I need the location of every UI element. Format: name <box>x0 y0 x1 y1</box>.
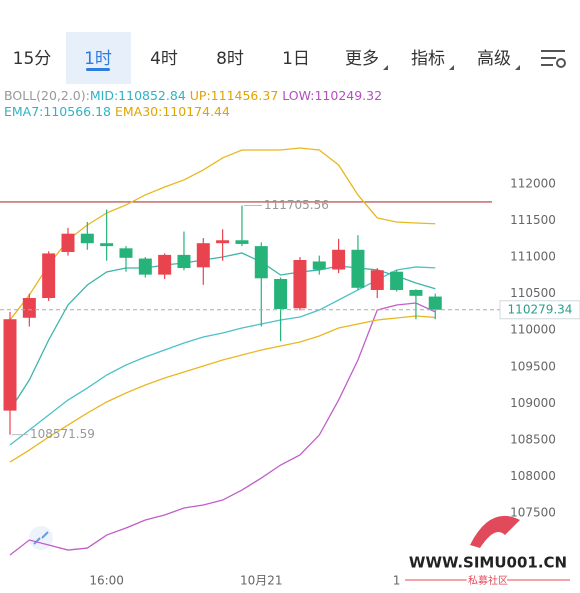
legend-text: BOLL(20,2.0): <box>4 88 90 103</box>
tab[interactable]: 4时 <box>150 49 178 69</box>
candle-body <box>158 254 172 275</box>
candle-body <box>254 246 268 279</box>
watermark-url: WWW.SIMU001.CN <box>409 554 567 572</box>
y-tick-label: 110000 <box>510 323 556 337</box>
max-label: 111705.56 <box>264 198 329 212</box>
candle-body <box>177 254 191 269</box>
tab[interactable]: 1日 <box>282 49 310 69</box>
candle-body <box>351 249 365 288</box>
y-tick-label: 108500 <box>510 432 556 446</box>
min-label: 108571.59 <box>30 427 95 441</box>
watermark-bg <box>400 548 580 593</box>
legend-text: 110174.44 <box>162 104 230 119</box>
candle-body <box>409 289 423 296</box>
candle-body <box>42 253 56 299</box>
watermark-name: 私募社区 <box>468 574 508 587</box>
boll-legend: BOLL(20,2.0):MID:110852.84 UP:111456.37 … <box>4 88 382 103</box>
tab[interactable]: 1时 <box>84 49 112 69</box>
legend-text: 110249.32 <box>314 88 382 103</box>
candle-body <box>235 240 249 244</box>
y-tick-label: 111500 <box>510 213 556 227</box>
y-tick-label: 111000 <box>510 250 556 264</box>
active-tab-underline <box>86 68 110 71</box>
tab[interactable]: 指标 <box>411 49 445 69</box>
indicator-line <box>9 315 436 463</box>
corner-icon[interactable] <box>29 526 53 550</box>
y-tick-label: 107500 <box>510 505 556 519</box>
candle-body <box>61 233 75 252</box>
legend-text: UP: <box>190 88 211 103</box>
candle-body <box>293 260 307 309</box>
candle-body <box>274 279 288 309</box>
legend-text: MID: <box>90 88 118 103</box>
y-tick-label: 112000 <box>510 176 556 190</box>
y-tick-label: 110500 <box>510 286 556 300</box>
indicator-line <box>9 266 436 446</box>
hud: 110279.34 WWW.SIMU001.CN 私募社区 <box>0 300 580 593</box>
tab[interactable]: 15分 <box>13 49 52 69</box>
watermark-logo <box>470 515 520 548</box>
candle-body <box>119 248 133 258</box>
candle-body <box>196 243 210 268</box>
candle-body <box>80 233 94 244</box>
ema-legend: EMA7:110566.18 EMA30:110174.44 <box>4 104 230 119</box>
legend-text: 111456.37 <box>211 88 279 103</box>
settings-icon[interactable] <box>541 50 566 68</box>
candle-body <box>216 240 230 244</box>
candle-body <box>370 270 384 290</box>
x-tick-label: 16:00 <box>89 574 124 588</box>
candle-body <box>312 261 326 270</box>
candle-body <box>428 296 442 310</box>
indicator-line <box>9 302 436 556</box>
y-tick-label: 109000 <box>510 396 556 410</box>
tab[interactable]: 8时 <box>216 49 244 69</box>
legend-text: EMA7: <box>4 104 43 119</box>
legend-text: 110566.18 <box>43 104 111 119</box>
x-tick-label: 10月21 <box>240 574 283 588</box>
price-box <box>499 300 580 320</box>
candle-body <box>390 271 404 290</box>
legend-text: EMA30: <box>115 104 162 119</box>
candle-body <box>3 319 17 411</box>
indicator-line <box>9 147 436 321</box>
active-tab-bg <box>66 32 131 84</box>
y-tick-label: 109500 <box>510 359 556 373</box>
price-label: 110279.34 <box>508 302 573 316</box>
x-tick-label: 1 <box>393 574 401 588</box>
plot: 107500 108000 108500 109000 109500 110000 1105… <box>0 147 556 588</box>
legend-text: LOW: <box>282 88 314 103</box>
legend-text: 110852.84 <box>118 88 186 103</box>
tab[interactable]: 更多 <box>345 49 379 69</box>
y-tick-label: 108000 <box>510 469 556 483</box>
dropdown-arrows <box>383 65 520 70</box>
candle-body <box>332 249 346 270</box>
tab[interactable]: 高级 <box>477 49 511 69</box>
candle-body <box>100 243 114 247</box>
candle-body <box>22 298 36 318</box>
candle-body <box>138 258 152 275</box>
